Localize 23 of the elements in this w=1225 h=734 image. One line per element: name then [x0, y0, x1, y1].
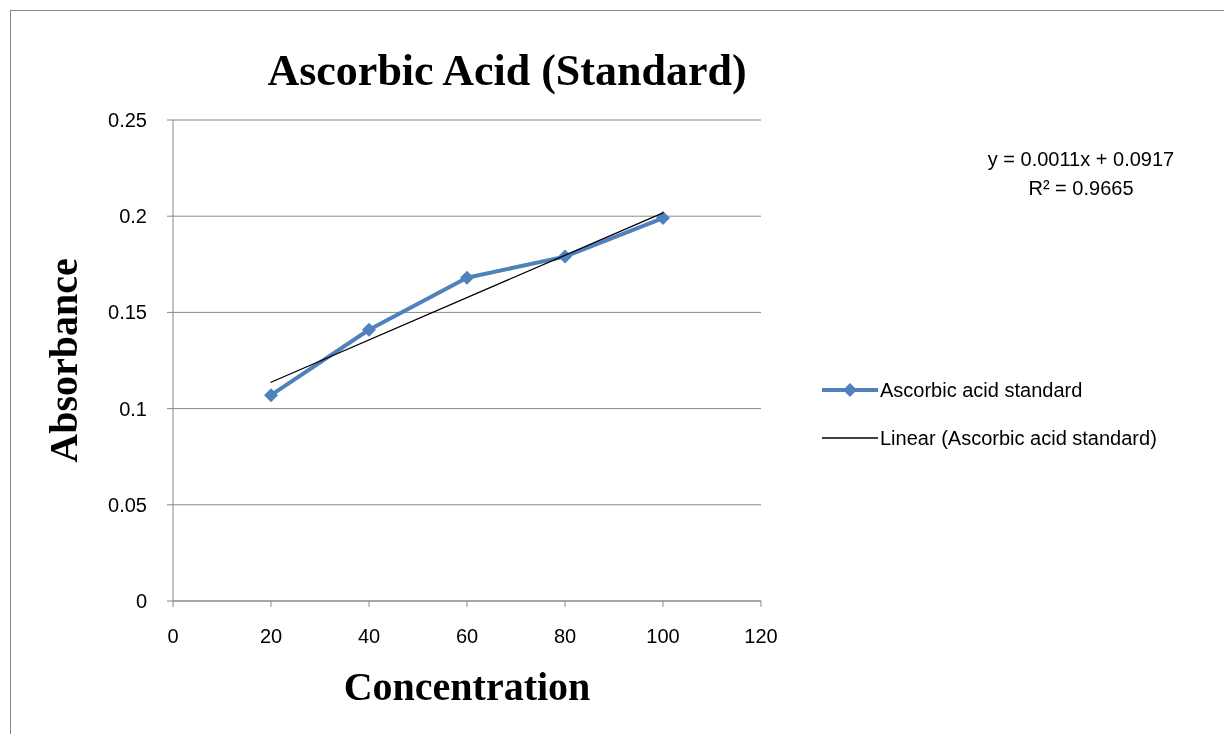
x-tick-label: 80 — [553, 625, 577, 647]
x-tick-label: 0 — [167, 625, 179, 647]
text: y = 0.0011x + 0.0917 R² = 0.9665 — [987, 148, 1175, 199]
y-tick-label: 0.2 — [119, 205, 147, 228]
x-tick-label: 120 — [744, 625, 778, 647]
x-tick-label: 40 — [357, 625, 381, 647]
y-tick-label: 0 — [135, 590, 147, 612]
y-tick-label: 0.15 — [108, 301, 147, 324]
x-axis-title: Concentration — [343, 664, 591, 709]
point — [362, 322, 376, 337]
x-tick-label: 100 — [646, 625, 680, 647]
y-tick-label: 0.1 — [119, 397, 147, 420]
legend-label: Ascorbic acid standard — [880, 379, 1083, 401]
y-tick-label: 0.25 — [108, 109, 147, 131]
chart-title: Ascorbic Acid (Standard) — [267, 46, 747, 95]
point — [264, 388, 278, 403]
point — [460, 270, 474, 285]
point — [656, 211, 670, 226]
legend-label: Linear (Ascorbic acid standard) — [880, 427, 1157, 449]
x-tick-label: 20 — [259, 625, 283, 647]
x-tick-label: 60 — [455, 625, 479, 647]
y-tick-label: 0.05 — [108, 493, 147, 516]
y-axis-title: Absorbance — [41, 258, 86, 463]
